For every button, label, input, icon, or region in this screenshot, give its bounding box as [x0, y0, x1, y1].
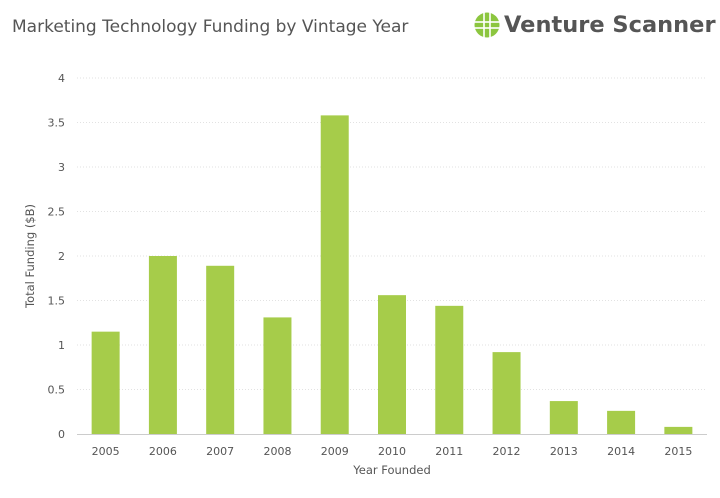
chart-title: Marketing Technology Funding by Vintage … [12, 17, 409, 37]
x-tick-label: 2015 [664, 445, 692, 458]
y-tick-label: 3.5 [48, 117, 66, 130]
bar-2014[interactable] [607, 410, 636, 434]
x-tick-label: 2011 [435, 445, 463, 458]
bar-2005[interactable] [91, 331, 120, 434]
x-tick-label: 2010 [378, 445, 406, 458]
y-tick-label: 0.5 [48, 384, 66, 397]
y-tick-label: 1 [58, 339, 65, 352]
y-tick-label: 0 [58, 428, 65, 441]
bar-2015[interactable] [664, 426, 693, 434]
bar-2009[interactable] [320, 115, 349, 434]
brand-logo: Venture Scanner [474, 12, 716, 38]
y-tick-label: 2 [58, 250, 65, 263]
x-tick-label: 2014 [607, 445, 635, 458]
brand-name: Venture Scanner [504, 12, 716, 38]
y-tick-label: 1.5 [48, 295, 66, 308]
bar-2007[interactable] [206, 265, 235, 434]
x-tick-label: 2006 [149, 445, 177, 458]
x-tick-label: 2007 [206, 445, 234, 458]
x-tick-labels: 2005 2006 2007 2008 2009 2010 2011 2012 2013 2014… [92, 445, 693, 458]
y-axis-label: Total Funding ($B) [23, 204, 37, 309]
y-tick-labels: 0 0.5 1 1.5 2 2.5 3 3.5 4 [48, 72, 66, 441]
x-tick-label: 2009 [321, 445, 349, 458]
bars [91, 115, 693, 434]
x-axis-label: Year Founded [352, 463, 431, 477]
bar-2010[interactable] [378, 295, 406, 434]
y-tick-label: 4 [58, 72, 65, 85]
x-tick-label: 2005 [92, 445, 120, 458]
bar-2012[interactable] [492, 352, 521, 434]
y-tick-label: 2.5 [48, 206, 66, 219]
bar-2008[interactable] [263, 317, 292, 434]
bar-2006[interactable] [148, 256, 177, 434]
x-tick-label: 2012 [493, 445, 521, 458]
y-tick-label: 3 [58, 161, 65, 174]
x-tick-label: 2008 [263, 445, 291, 458]
venture-scanner-logo-icon [474, 12, 500, 38]
bar-2013[interactable] [549, 401, 578, 434]
x-tick-label: 2013 [550, 445, 578, 458]
bar-2011[interactable] [435, 305, 464, 434]
